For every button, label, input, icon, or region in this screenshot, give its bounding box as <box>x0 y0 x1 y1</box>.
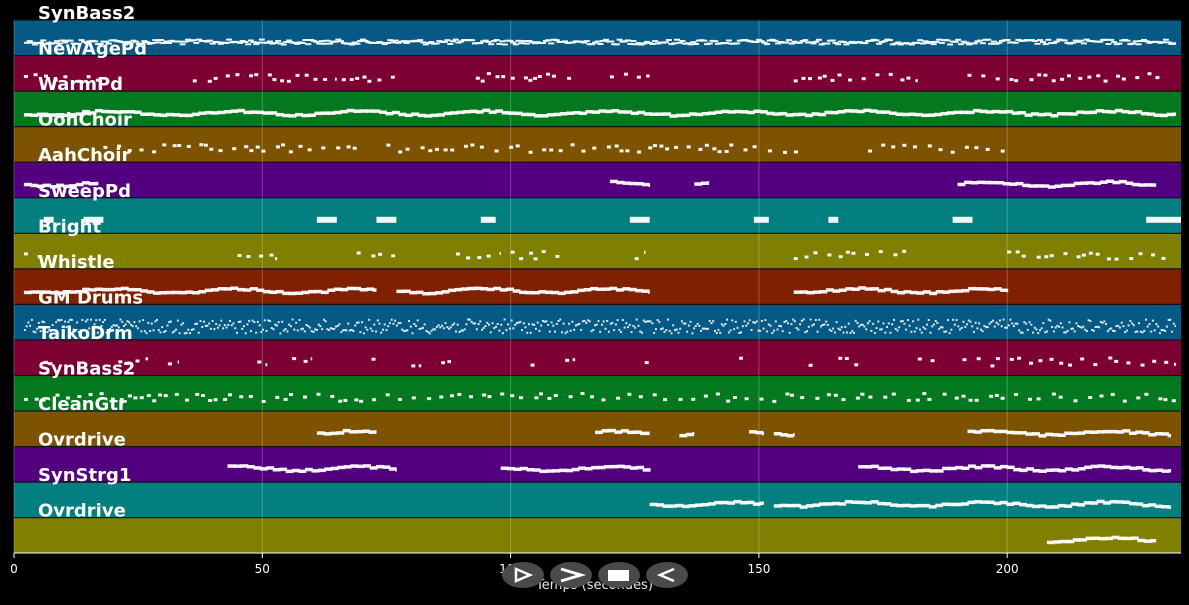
track-lane <box>14 411 1181 447</box>
track-lane <box>14 162 1181 198</box>
back-icon <box>656 567 675 583</box>
track-label: SynBass2 <box>38 359 135 380</box>
track-lane <box>14 375 1181 412</box>
track-label: SynBass2 <box>38 3 135 24</box>
track-label: TaikoDrm <box>38 323 133 344</box>
track-lane <box>14 517 1181 554</box>
forward-button[interactable] <box>550 562 592 588</box>
track-lane <box>14 197 1181 234</box>
chevron-right-icon <box>560 567 587 583</box>
track-lane <box>14 55 1181 92</box>
track-lane <box>14 20 1181 56</box>
track-label: GM Drums <box>38 287 143 308</box>
back-button[interactable] <box>646 562 688 588</box>
stop-button[interactable] <box>598 562 640 588</box>
stop-icon <box>608 570 629 581</box>
track-label: WarmPd <box>38 74 123 95</box>
track-lane <box>14 482 1181 518</box>
track-label: SynStrg1 <box>38 465 131 486</box>
track-lane <box>14 446 1181 483</box>
track-lane <box>14 91 1181 127</box>
playback-controls <box>500 562 690 590</box>
track-label: OohChoir <box>38 110 132 131</box>
track-lane <box>14 233 1181 269</box>
track-label: NewAgePd <box>38 39 147 60</box>
tick-label: 150 <box>747 562 770 576</box>
tick-label: 50 <box>255 562 270 576</box>
track-label: AahChoir <box>38 145 130 166</box>
track-label: Ovrdrive <box>38 430 126 451</box>
track-lane <box>14 268 1181 305</box>
track-label: CleanGtr <box>38 394 127 415</box>
play-button[interactable] <box>502 562 544 588</box>
play-icon <box>514 567 534 583</box>
track-label: Ovrdrive <box>38 501 126 522</box>
track-lane <box>14 339 1181 376</box>
track-label: SweepPd <box>38 181 131 202</box>
track-label: Bright <box>38 216 101 237</box>
track-lane <box>14 304 1181 340</box>
tick-label: 0 <box>10 562 18 576</box>
track-lane <box>14 126 1181 163</box>
track-label: Whistle <box>38 252 115 273</box>
tick-label: 200 <box>996 562 1019 576</box>
